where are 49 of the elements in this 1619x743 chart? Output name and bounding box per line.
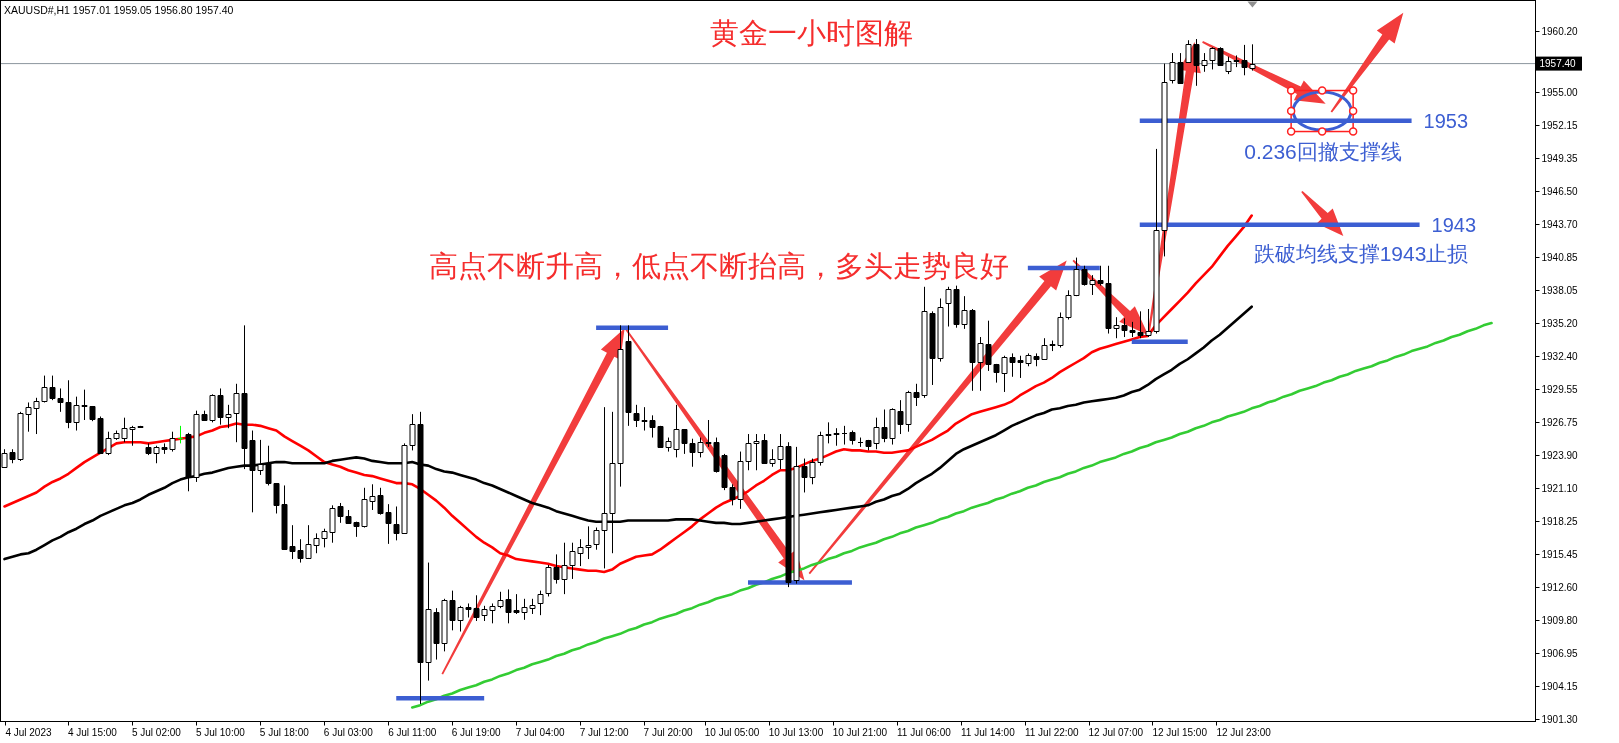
x-tick-label: 10 Jul 13:00 (768, 727, 824, 738)
x-tick-label: 11 Jul 14:00 (961, 727, 1015, 738)
x-tick-label: 12 Jul 15:00 (1152, 727, 1207, 738)
series-label: 1943 (1431, 213, 1477, 236)
y-tick-label: 1923.90 (1541, 450, 1578, 461)
x-tick-label: 7 Jul 04:00 (515, 727, 565, 738)
x-tick-label: 5 Jul 18:00 (259, 727, 309, 738)
y-tick-label: 1943.70 (1541, 219, 1578, 230)
x-tick-label: 6 Jul 19:00 (451, 727, 501, 738)
y-tick-label: 1952.15 (1541, 120, 1578, 131)
annotation: XAUUSD#,H1 1957.01 1959.05 1956.80 1957.40 (4, 4, 234, 16)
x-tick-label: 12 Jul 23:00 (1216, 727, 1271, 738)
y-tick-label: 1935.20 (1541, 318, 1578, 329)
y-tick-label: 1949.35 (1541, 153, 1578, 164)
x-tick-label: 4 Jul 2023 (5, 727, 52, 738)
y-tick-label: 1960.20 (1541, 26, 1578, 37)
x-tick-label: 10 Jul 05:00 (704, 727, 760, 738)
x-tick-label: 6 Jul 11:00 (388, 727, 437, 738)
y-tick-label: 1912.60 (1541, 582, 1578, 593)
y-tick-label: 1918.25 (1541, 516, 1578, 527)
x-tick-label: 7 Jul 12:00 (579, 727, 629, 738)
annotation: 高点不断升高，低点不断抬高，多头走势良好 (429, 250, 1009, 282)
y-tick-label: 1904.15 (1541, 681, 1578, 692)
x-tick-label: 5 Jul 02:00 (131, 727, 181, 738)
annotation: 0.236回撤支撑线 (1244, 139, 1402, 163)
series-label: 1953 (1423, 109, 1469, 132)
y-tick-label: 1929.55 (1541, 384, 1578, 395)
y-tick-label: 1926.75 (1541, 417, 1578, 428)
x-tick-label: 5 Jul 10:00 (195, 727, 245, 738)
annotation: 跌破均线支撑1943止损 (1253, 241, 1469, 265)
chart-title: 黄金一小时图解 (709, 17, 913, 49)
y-tick-label: 1901.30 (1541, 714, 1578, 725)
x-tick-label: 12 Jul 07:00 (1088, 727, 1143, 738)
x-tick-label: 10 Jul 21:00 (832, 727, 888, 738)
y-tick-label: 1955.00 (1541, 87, 1578, 98)
y-tick-label: 1921.10 (1541, 483, 1578, 494)
y-tick-label: 1932.40 (1541, 351, 1578, 362)
x-tick-label: 7 Jul 20:00 (643, 727, 693, 738)
x-tick-label: 11 Jul 22:00 (1024, 727, 1079, 738)
y-tick-label: 1909.80 (1541, 615, 1578, 626)
y-tick-label: 1915.45 (1541, 549, 1578, 560)
x-tick-label: 4 Jul 15:00 (67, 727, 117, 738)
x-tick-label: 6 Jul 03:00 (323, 727, 373, 738)
y-tick-label: 1946.50 (1541, 186, 1578, 197)
y-tick-label: 1906.95 (1541, 648, 1578, 659)
x-tick-label: 11 Jul 06:00 (897, 727, 951, 738)
ref-line-label: 1957.40 (1539, 58, 1577, 70)
y-tick-label: 1940.85 (1541, 252, 1578, 263)
y-tick-label: 1938.05 (1541, 285, 1578, 296)
